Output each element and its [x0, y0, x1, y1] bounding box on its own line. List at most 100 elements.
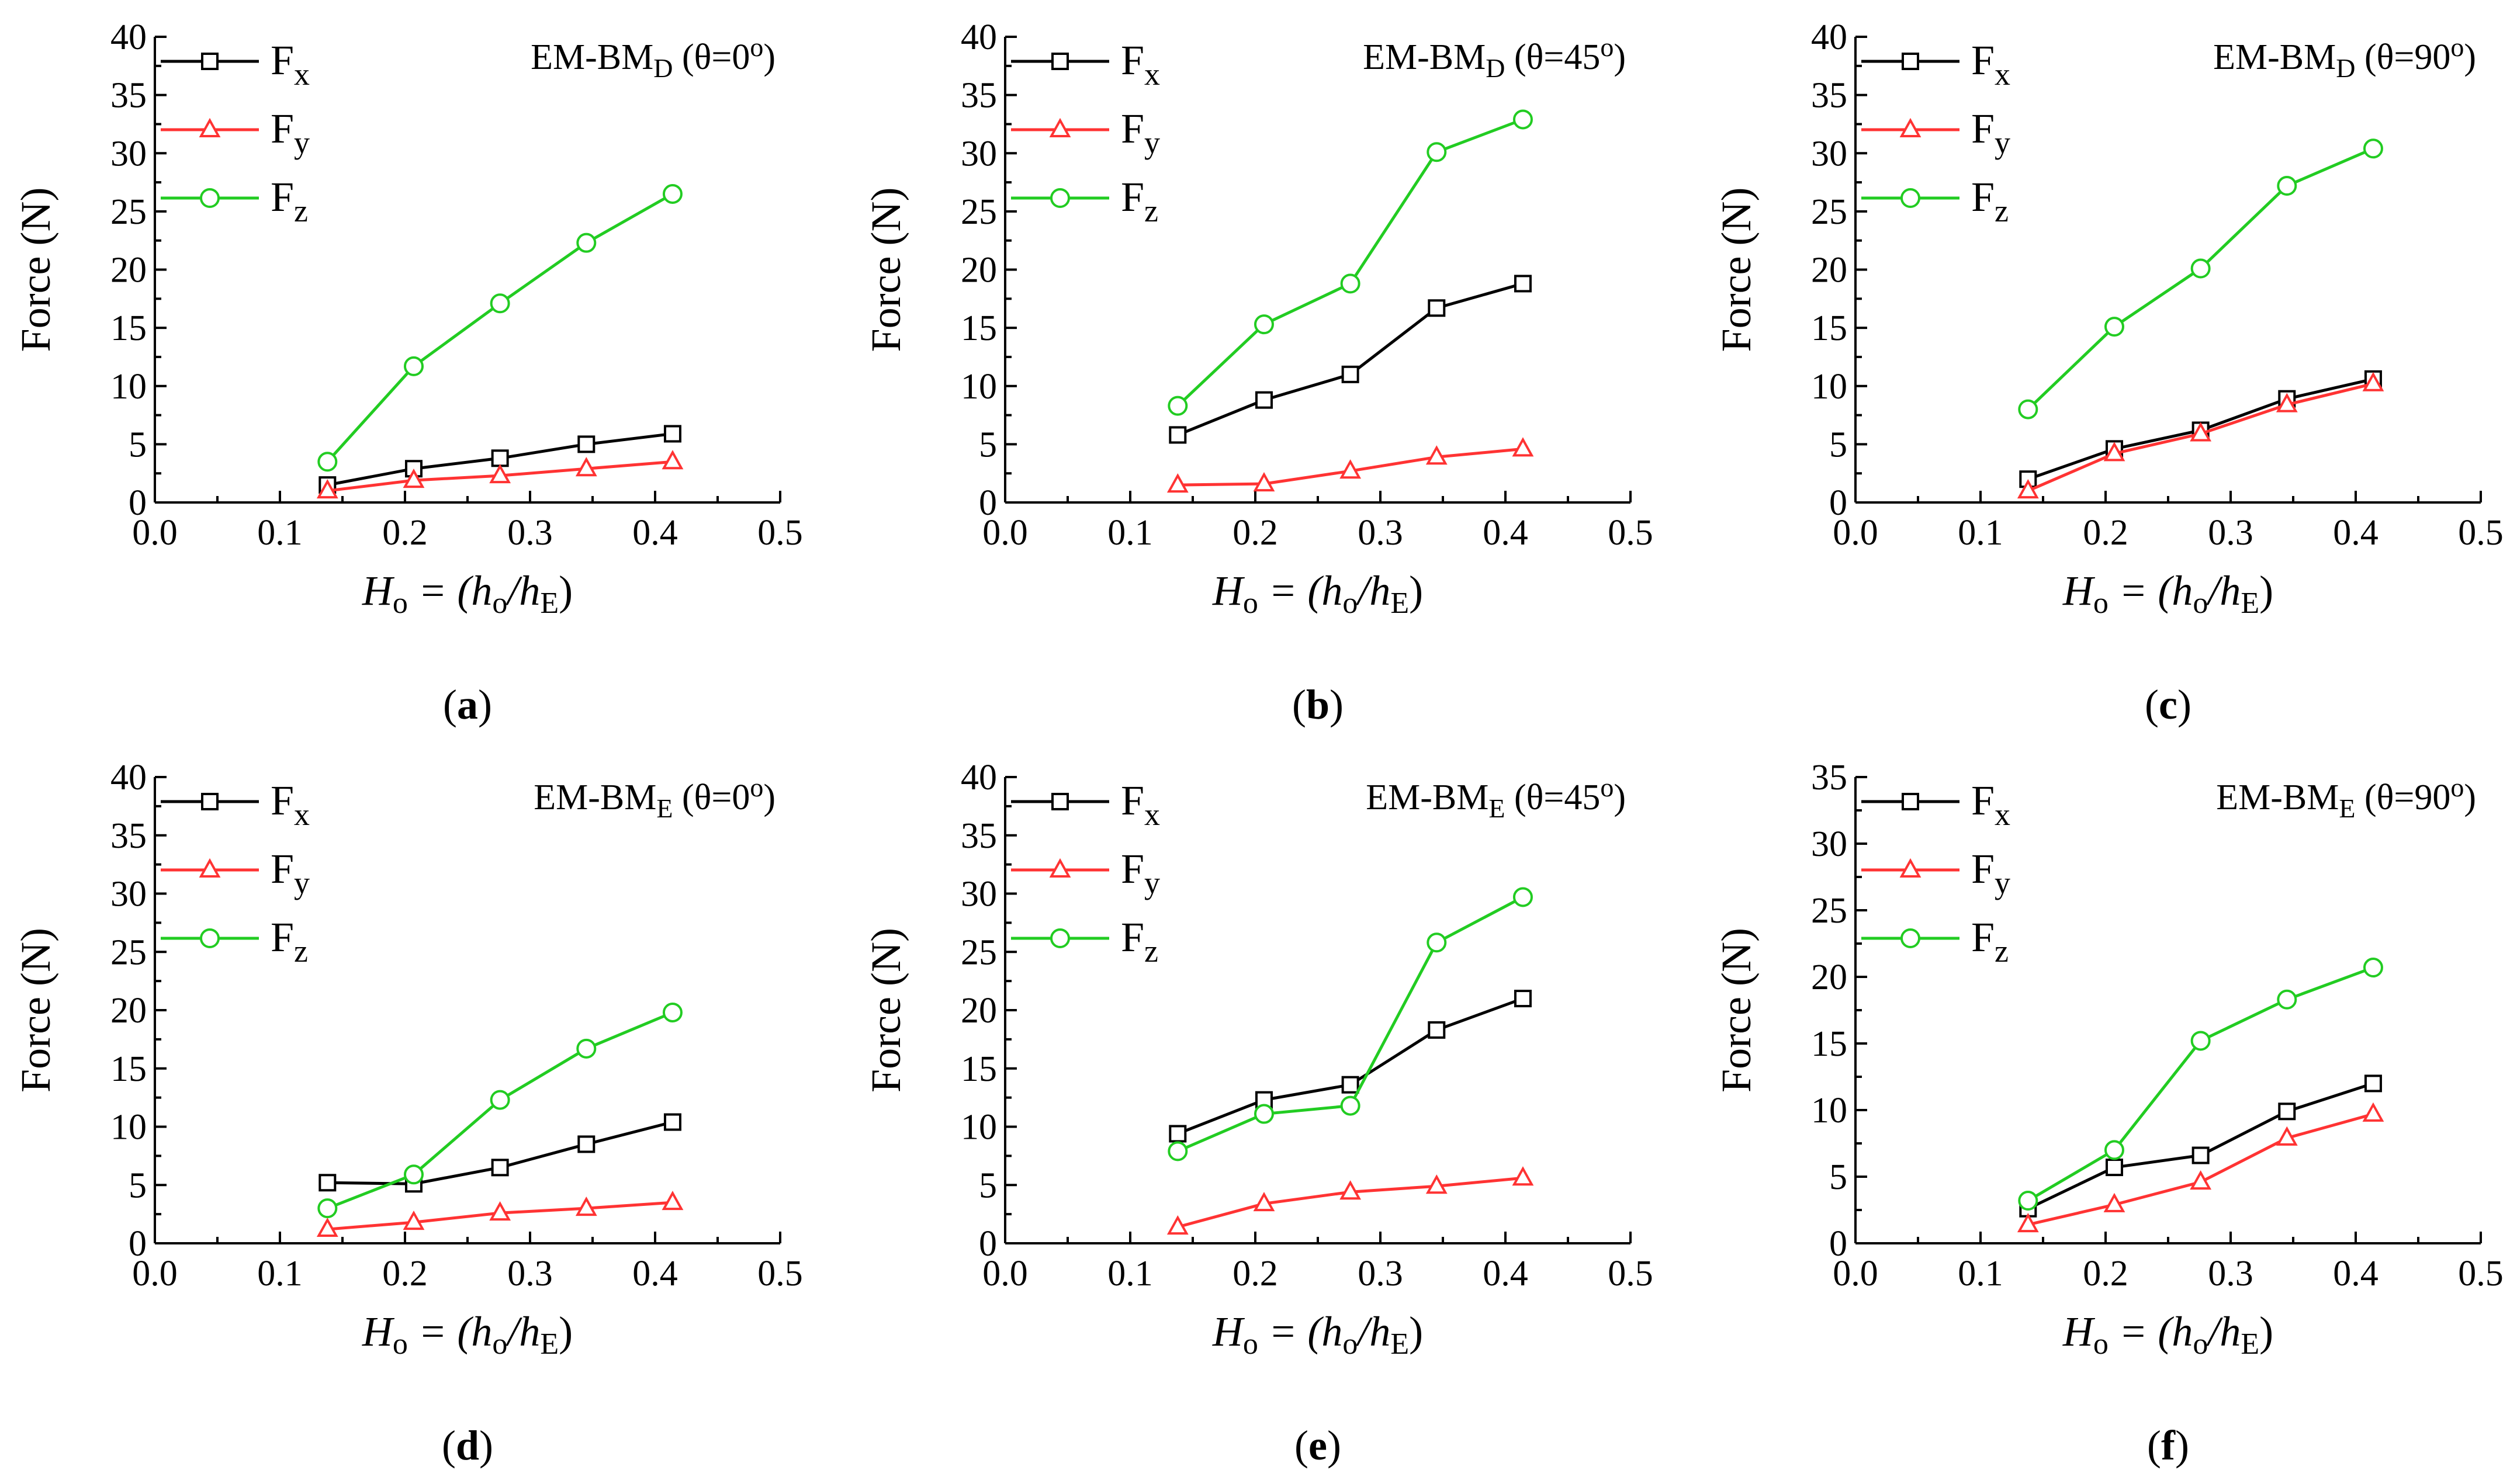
series-line	[1176, 118, 1524, 407]
series-Fy	[1166, 1166, 1534, 1235]
y-tick-label: 0	[129, 483, 147, 523]
y-tick-label: 40	[1811, 18, 1847, 57]
y-tick-label: 30	[961, 875, 997, 914]
legend-marker	[199, 117, 221, 137]
data-point	[2104, 317, 2124, 337]
y-tick-label: 0	[979, 483, 997, 523]
data-point	[1168, 1141, 1188, 1161]
x-tick-label: 0.1	[1958, 513, 2003, 553]
data-point	[2277, 989, 2297, 1010]
data-point	[316, 479, 338, 499]
y-tick-label: 20	[961, 991, 997, 1031]
data-point	[1339, 459, 1362, 479]
y-tick-label: 30	[1811, 134, 1847, 174]
data-point	[2190, 1170, 2212, 1190]
data-point	[575, 457, 597, 477]
data-point	[2103, 1192, 2125, 1212]
x-tick-label: 0.5	[1608, 513, 1653, 553]
x-tick-label: 0.4	[632, 513, 678, 553]
data-point	[1512, 437, 1534, 457]
data-point	[2017, 1212, 2039, 1233]
y-tick-label: 25	[1811, 192, 1847, 232]
chart-panel-f: 0.0 0.1 0.2 0.3 0.4 0.5 0 5 10 15 20 25 30 35 Force (N…	[1713, 758, 2504, 1469]
data-point	[316, 1217, 338, 1237]
series-Fy	[2017, 1102, 2384, 1233]
data-point	[1425, 1174, 1448, 1194]
series-Fy	[1166, 437, 1534, 493]
legend-marker	[1050, 188, 1070, 208]
y-axis-title: Force (N)	[12, 188, 59, 352]
legend-label: Fy	[1971, 105, 2010, 160]
x-tick-label: 0.2	[2083, 513, 2128, 553]
legend-marker	[1900, 928, 1920, 948]
data-point	[576, 1038, 597, 1059]
y-axis-title: Force (N)	[12, 928, 59, 1093]
y-tick-label: 25	[961, 932, 997, 972]
x-tick-label: 0.1	[1107, 513, 1153, 553]
data-point	[2104, 1140, 2124, 1160]
y-tick-label: 20	[1811, 251, 1847, 290]
x-tick-label: 0.1	[1107, 1254, 1153, 1294]
data-point	[577, 435, 596, 453]
legend-label: Fy	[271, 105, 310, 160]
series-Fz	[317, 1002, 683, 1219]
data-point	[2190, 258, 2211, 279]
y-tick-label: 5	[1829, 425, 1847, 464]
chart-title: EM-BMD (θ=45o)	[1363, 32, 1626, 83]
series-line	[326, 192, 674, 463]
series-line	[327, 1011, 673, 1210]
y-tick-label: 0	[979, 1224, 997, 1264]
legend-marker	[1899, 117, 1921, 137]
y-tick-label: 0	[1829, 1224, 1847, 1264]
panel-label: (f)	[2147, 1422, 2189, 1469]
y-tick-label: 20	[110, 991, 147, 1031]
data-point	[1340, 1095, 1360, 1116]
data-point	[1512, 887, 1533, 907]
y-tick-label: 40	[110, 758, 147, 798]
legend-label: Fz	[1121, 174, 1158, 228]
data-point	[2278, 1102, 2296, 1121]
series-Fx	[1169, 990, 1532, 1143]
x-tick-label: 0.1	[1958, 1254, 2003, 1294]
data-point	[2363, 138, 2383, 159]
y-tick-label: 25	[110, 932, 147, 972]
data-point	[662, 1002, 683, 1022]
y-tick-label: 5	[979, 1166, 997, 1205]
legend-label: Fx	[1971, 777, 2010, 832]
data-point	[1166, 473, 1189, 493]
y-tick-label: 0	[129, 1224, 147, 1264]
data-point	[489, 1201, 511, 1221]
data-point	[2017, 479, 2039, 499]
legend: Fx Fy Fz	[1861, 37, 2010, 228]
data-point	[662, 1191, 684, 1211]
data-point	[2362, 1102, 2384, 1122]
panel-label: (a)	[443, 681, 492, 728]
data-point	[2362, 372, 2384, 391]
y-tick-label: 30	[110, 134, 147, 174]
chart-panel-d: 0.0 0.1 0.2 0.3 0.4 0.5 0 5 10 15 20 25 30 35 40 Force …	[12, 758, 803, 1469]
data-point	[1428, 1021, 1446, 1039]
chart-title: EM-BME (θ=0o)	[534, 772, 775, 823]
data-point	[489, 464, 511, 484]
legend-label: Fx	[271, 777, 310, 832]
legend-marker	[199, 858, 221, 878]
series-Fx	[1169, 275, 1532, 444]
data-point	[1169, 1125, 1187, 1143]
chart-panel-c: 0.0 0.1 0.2 0.3 0.4 0.5 0 5 10 15 20 25 30 35 40 Force …	[1713, 18, 2504, 728]
y-tick-label: 5	[979, 425, 997, 464]
legend-marker	[1899, 858, 1921, 878]
x-tick-label: 0.3	[507, 513, 553, 553]
data-point	[662, 183, 683, 204]
series-Fy	[2017, 372, 2384, 499]
data-point	[1339, 1180, 1362, 1200]
y-tick-label: 20	[961, 251, 997, 290]
data-point	[2018, 1191, 2038, 1211]
panel-label: (c)	[2145, 681, 2191, 728]
data-point	[577, 1135, 596, 1153]
y-tick-label: 35	[110, 76, 147, 116]
y-tick-label: 25	[961, 192, 997, 232]
data-point	[2364, 1074, 2382, 1093]
x-tick-label: 0.0	[982, 1254, 1028, 1294]
y-tick-label: 10	[110, 1108, 147, 1147]
